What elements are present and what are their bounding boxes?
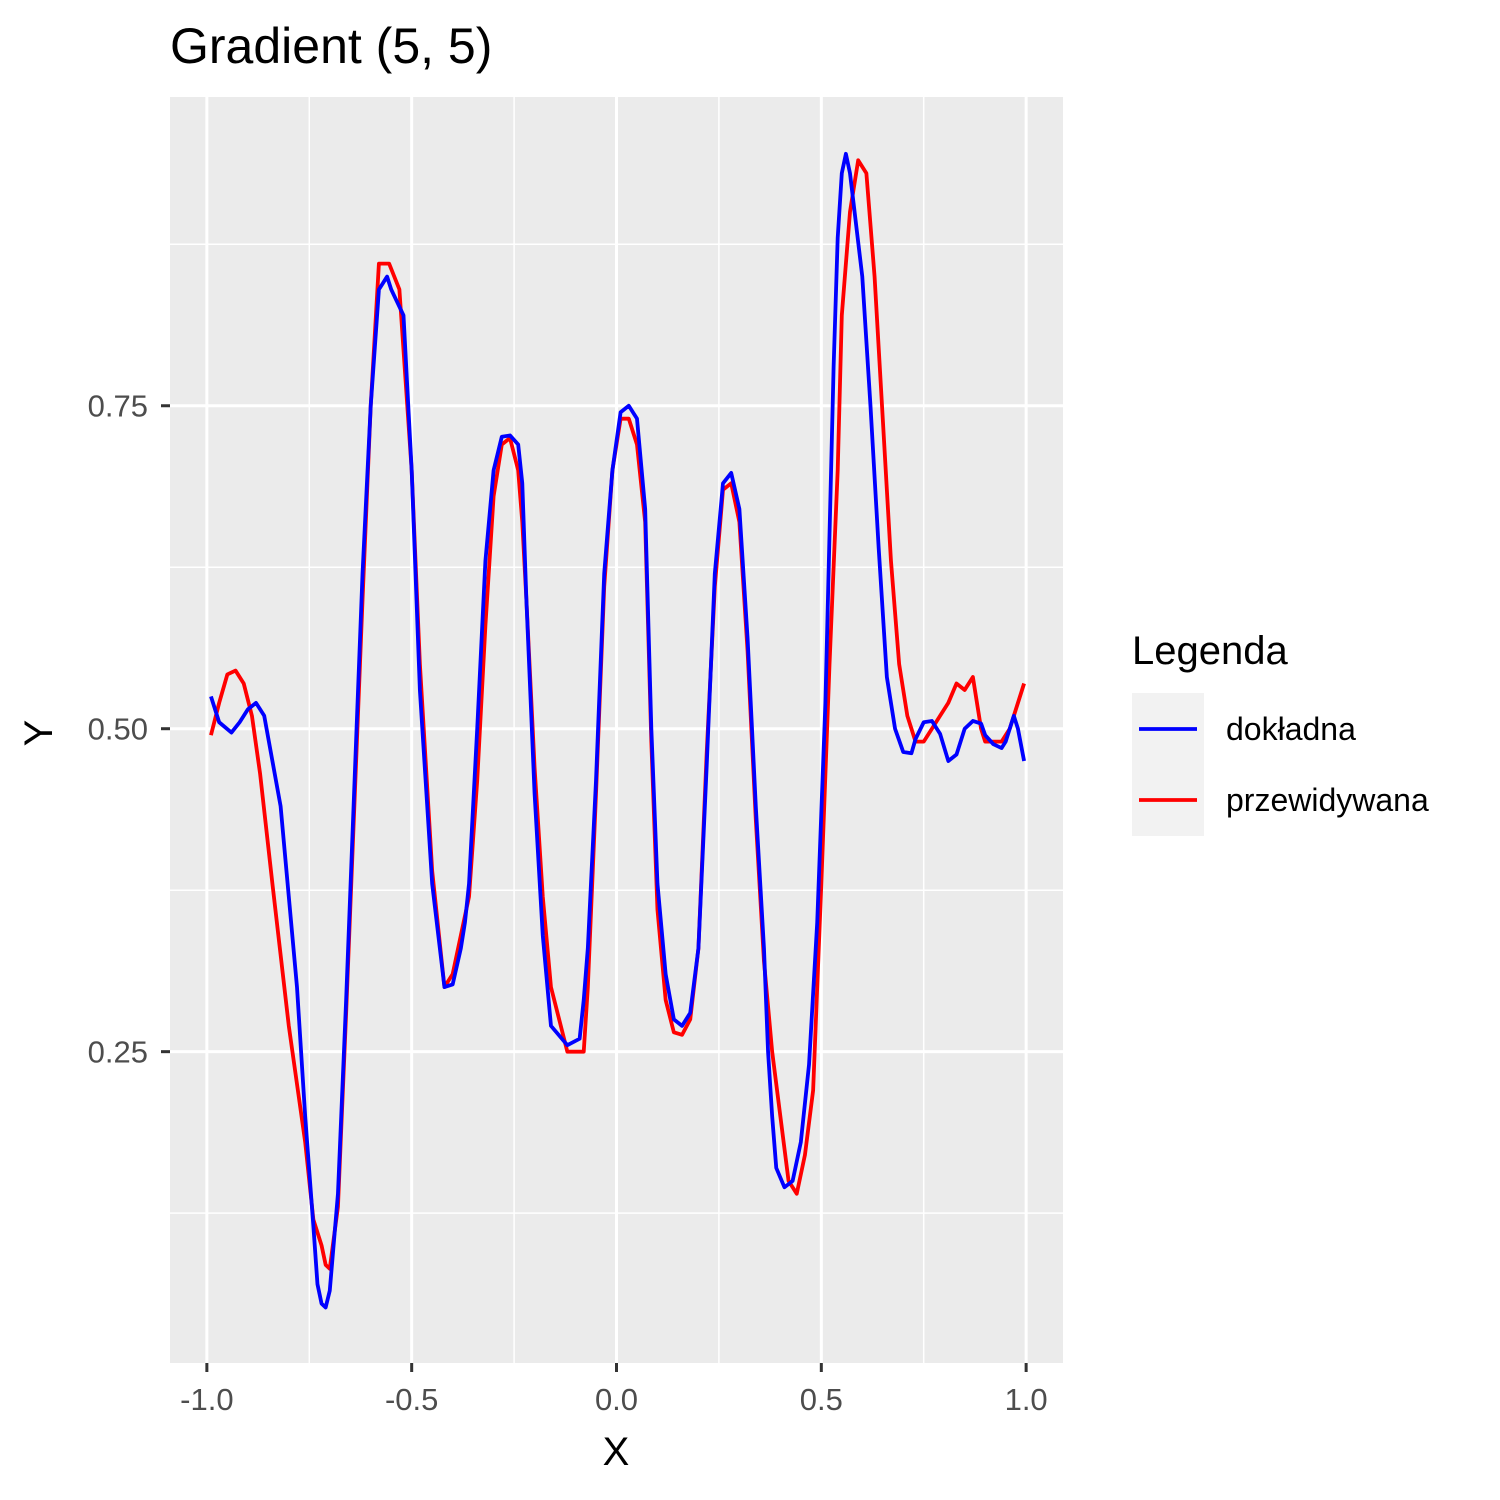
legend-title: Legenda [1132,629,1288,673]
x-tick-label: 0.5 [800,1382,843,1417]
series-line [209,151,1026,1310]
y-axis-title: Y [17,720,61,747]
y-tick-label: 0.50 [88,712,148,747]
series-lines [209,151,1026,1310]
y-tick-label: 0.75 [88,389,148,424]
x-tick-label: -1.0 [180,1382,233,1417]
x-tick-label: 1.0 [1005,1382,1048,1417]
y-axis: 0.25 0.50 0.75 [88,389,170,1070]
x-axis: -1.0 -0.5 0.0 0.5 1.0 [180,1363,1048,1417]
legend: Legenda dokładna przewidywana [1132,629,1429,836]
y-tick-label: 0.25 [88,1035,148,1070]
x-tick-label: 0.0 [595,1382,638,1417]
legend-key-background [1132,693,1204,836]
x-axis-title: X [603,1430,630,1474]
legend-label: przewidywana [1226,782,1429,818]
chart-title: Gradient (5, 5) [170,18,492,74]
major-gridlines [170,97,1063,1363]
legend-entries: dokładna przewidywana [1139,711,1429,818]
legend-label: dokładna [1226,711,1356,747]
x-tick-label: -0.5 [385,1382,438,1417]
